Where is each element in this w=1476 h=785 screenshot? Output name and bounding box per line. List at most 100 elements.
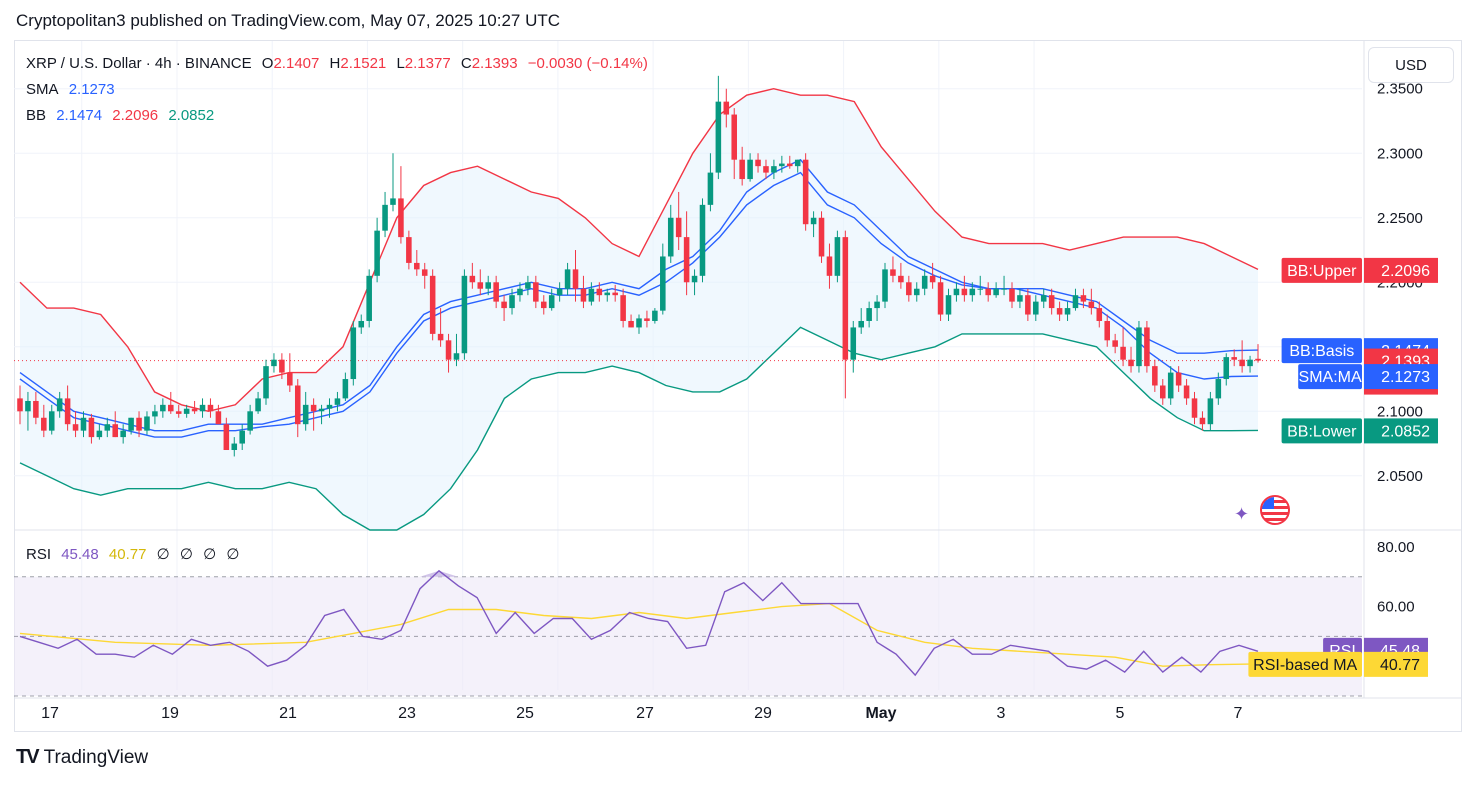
candle-body xyxy=(231,443,238,451)
candle-body xyxy=(168,404,174,412)
candle-body xyxy=(263,366,269,399)
candle-body xyxy=(1136,327,1142,367)
candle-body xyxy=(1183,385,1190,399)
candle-body xyxy=(1072,295,1079,309)
legend-rsi: RSI 45.48 40.77 ∅ ∅ ∅ ∅ xyxy=(26,545,245,563)
candle-body xyxy=(937,282,944,315)
candle-body xyxy=(1056,308,1063,315)
rsi-tag-name: RSI-based MA xyxy=(1253,657,1357,674)
candle-body xyxy=(136,417,142,431)
candle-body xyxy=(1175,372,1182,386)
candle-body xyxy=(945,295,952,315)
legend-ohlc: XRP / U.S. Dollar · 4h · BINANCE O2.1407… xyxy=(26,55,654,72)
rsi-tag-value-bg xyxy=(1364,651,1428,677)
rsi-tick-label: 60.00 xyxy=(1377,599,1415,616)
candle-body xyxy=(1207,398,1214,425)
candle-body xyxy=(287,372,293,386)
price-labels: 2.2096BB:Upper2.1474BB:Basis2.139301:32:… xyxy=(1248,257,1438,677)
candle-body xyxy=(1199,417,1206,425)
candle-body xyxy=(612,292,618,296)
candle-body xyxy=(683,237,690,283)
candle-body xyxy=(175,411,182,414)
candle-body xyxy=(334,398,341,405)
candle-body xyxy=(501,301,507,309)
candle-body xyxy=(929,275,936,283)
price-tag-name: SMA:MA xyxy=(1299,369,1362,386)
candle-body xyxy=(707,172,714,205)
candle-body xyxy=(794,159,801,167)
candle-body xyxy=(1088,301,1095,309)
candle-body xyxy=(17,398,23,412)
price-tag-name: BB:Lower xyxy=(1287,423,1357,440)
candle-body xyxy=(1152,366,1158,386)
candle-body xyxy=(667,217,674,257)
legend-bb-basis: 2.1474 xyxy=(56,107,103,124)
candle-body xyxy=(33,400,39,418)
candle-body xyxy=(104,424,111,431)
candle-body xyxy=(540,301,547,309)
price-tag-name-bg xyxy=(1281,418,1362,444)
candle-body xyxy=(1239,359,1245,367)
candle-body xyxy=(310,404,317,412)
candle-body xyxy=(771,166,777,173)
legend-rsi-label: RSI xyxy=(26,546,52,563)
legend-h-label: H xyxy=(329,55,341,72)
candle-body xyxy=(152,411,158,417)
candle-body xyxy=(429,275,436,334)
candle-body xyxy=(517,288,523,296)
candle-body xyxy=(326,404,333,409)
legend-rsi-extra-2: ∅ xyxy=(179,546,193,563)
rsi-pane xyxy=(14,569,1362,697)
candle-body xyxy=(88,417,95,438)
price-tag-value: 2.1273 xyxy=(1381,369,1430,386)
candle-body xyxy=(921,275,928,289)
rsi-line xyxy=(19,569,1259,677)
candle-body xyxy=(1017,295,1023,302)
bb-lower-line xyxy=(19,326,1259,531)
candle-body xyxy=(120,430,126,438)
rsi-tag-1: 40.77 RSI-based MA xyxy=(1248,651,1428,677)
candle-body xyxy=(437,333,444,341)
candle-body xyxy=(890,269,896,276)
legend-high: 2.1521 xyxy=(340,55,387,72)
candle-body xyxy=(739,159,745,180)
candle-body xyxy=(215,411,222,425)
candle-body xyxy=(802,159,809,225)
legend-rsi-ma-value: 40.77 xyxy=(108,546,147,563)
rsi-tick-label: 80.00 xyxy=(1377,539,1415,556)
price-tick-label: 2.0500 xyxy=(1377,468,1423,485)
candle-body xyxy=(525,282,531,289)
candle-body xyxy=(485,282,491,289)
candle-body xyxy=(675,217,682,238)
price-tag-name: BB:Upper xyxy=(1287,263,1357,280)
candle-body xyxy=(596,288,603,296)
candle-body xyxy=(191,408,198,412)
time-tick-label: 17 xyxy=(41,705,59,722)
legend-l-label: L xyxy=(396,55,405,72)
candle-body xyxy=(906,282,912,296)
currency-button[interactable]: USD xyxy=(1368,47,1454,83)
candle-body xyxy=(25,400,31,412)
price-tag-name: BB:Basis xyxy=(1289,343,1354,360)
legend-bb: BB 2.1474 2.2096 2.0852 xyxy=(26,107,220,124)
candle-body xyxy=(969,288,976,296)
candle-body xyxy=(239,430,245,444)
us-flag-icon xyxy=(1260,495,1290,525)
candle-body xyxy=(80,417,87,431)
brand-name: TradingView xyxy=(43,746,149,768)
candle-body xyxy=(1112,340,1118,347)
candle-body xyxy=(509,295,515,309)
candle-body xyxy=(128,417,134,431)
news-flags-icon[interactable]: ✦ xyxy=(1234,494,1296,528)
candle-body xyxy=(953,288,960,296)
price-tick-label: 2.1000 xyxy=(1377,403,1423,420)
candle-body xyxy=(985,288,991,296)
tradingview-logo-icon: TV xyxy=(16,746,40,768)
price-tag-value-bg xyxy=(1364,418,1438,444)
candle-body xyxy=(160,404,166,412)
candle-body xyxy=(64,398,71,425)
legend-rsi-extra-1: ∅ xyxy=(156,546,170,563)
bollinger-band-fill xyxy=(20,88,1258,530)
candle-body xyxy=(715,101,722,173)
